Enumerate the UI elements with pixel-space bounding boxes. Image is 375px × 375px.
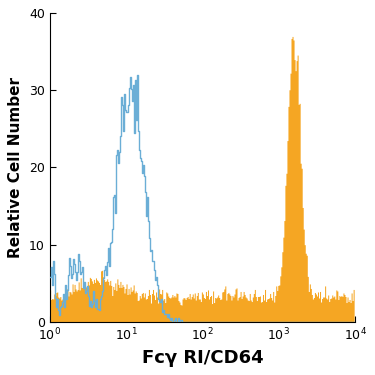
X-axis label: Fcγ RI/CD64: Fcγ RI/CD64	[142, 349, 263, 367]
Y-axis label: Relative Cell Number: Relative Cell Number	[8, 77, 23, 258]
